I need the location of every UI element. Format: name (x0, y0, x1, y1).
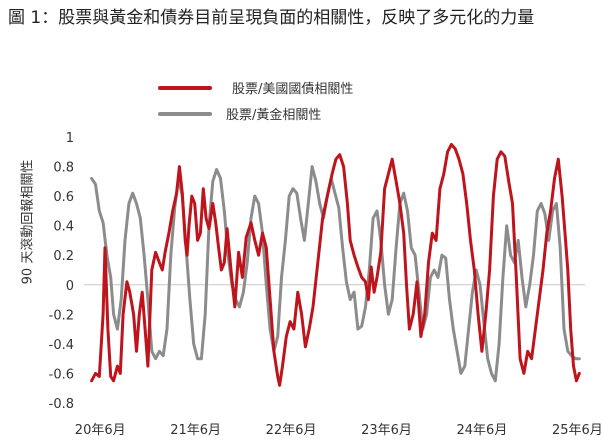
y-tick-label: 0.6 (53, 190, 74, 205)
y-tick-label: 0.2 (53, 249, 74, 264)
legend-item-gold: 股票/黃金相關性 (150, 102, 450, 128)
y-tick-label: -0.6 (49, 367, 74, 382)
y-tick-label: 0.8 (53, 161, 74, 176)
y-tick-label: -0.8 (49, 397, 74, 412)
legend: 股票/美國國債相關性 股票/黃金相關性 (150, 76, 450, 128)
legend-label-treasury: 股票/美國國債相關性 (232, 82, 354, 97)
series-line-treasury (90, 142, 581, 387)
x-tick-label: 24年6月 (457, 423, 508, 438)
legend-swatch-gold (158, 112, 212, 116)
legend-item-treasury: 股票/美國國債相關性 (150, 76, 450, 102)
x-tick-label: 21年6月 (170, 423, 221, 438)
legend-swatch-treasury (158, 86, 212, 90)
legend-label-gold: 股票/黃金相關性 (226, 108, 322, 123)
x-tick-label: 25年6月 (552, 423, 603, 438)
series-line-gold (90, 165, 581, 383)
y-tick-label: 1 (66, 131, 74, 146)
y-tick-label: -0.4 (49, 338, 74, 353)
y-tick-label: -0.2 (49, 308, 74, 323)
chart-title: 圖 1：股票與黃金和債券目前呈現負面的相關性，反映了多元化的力量 (8, 8, 535, 28)
y-tick-label: 0.4 (53, 220, 74, 235)
x-tick-label: 22年6月 (266, 423, 317, 438)
x-tick-label: 23年6月 (361, 423, 412, 438)
y-tick-label: 0 (66, 279, 74, 294)
x-tick-label: 20年6月 (75, 423, 126, 438)
